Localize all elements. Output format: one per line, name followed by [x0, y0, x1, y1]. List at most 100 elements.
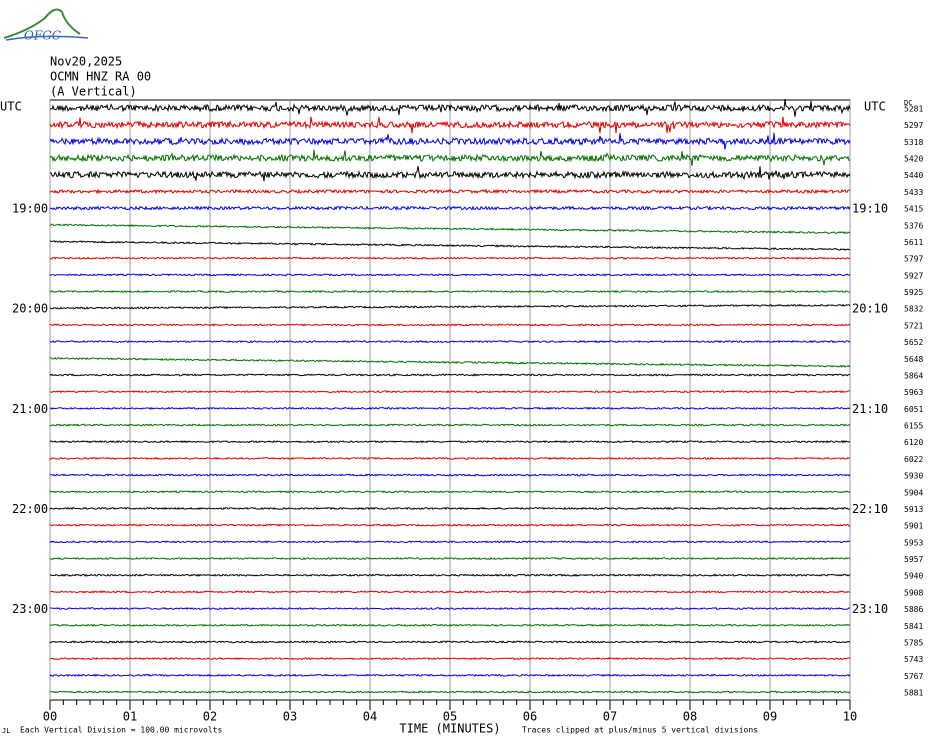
hour-label-right: 21:10: [852, 402, 888, 416]
trace: [49, 132, 851, 150]
trace: [49, 273, 851, 277]
x-tick-label: 06: [523, 710, 537, 724]
logo-text: OFGC: [24, 29, 61, 43]
trace: [50, 657, 851, 661]
trace: [49, 640, 851, 644]
hour-label-right: 23:10: [852, 602, 888, 616]
trace: [49, 188, 851, 195]
dc-value: 5797: [904, 255, 923, 264]
utc-right: UTC: [864, 100, 886, 114]
trace: [49, 256, 851, 260]
x-axis-title: TIME (MINUTES): [399, 722, 500, 736]
trace: [49, 423, 851, 427]
trace: [49, 540, 851, 544]
dc-value: 5415: [904, 205, 923, 214]
trace: [49, 473, 851, 477]
dc-value: 6120: [904, 438, 923, 447]
trace: [49, 116, 851, 134]
trace: [49, 556, 851, 561]
hour-label-left: 21:00: [12, 402, 48, 416]
x-tick-label: 09: [763, 710, 777, 724]
trace: [49, 356, 851, 368]
x-tick-label: 00: [43, 710, 57, 724]
x-tick-label: 04: [363, 710, 377, 724]
dc-value: 5721: [904, 321, 923, 330]
utc-left: UTC: [0, 100, 22, 114]
logo-swoosh: [3, 8, 81, 39]
station: OCMN HNZ RA 00: [50, 70, 151, 84]
trace: [49, 323, 851, 327]
x-tick-label: 01: [123, 710, 137, 724]
hour-label-left: 22:00: [12, 502, 48, 516]
trace: [49, 490, 851, 494]
dc-value: 5767: [904, 672, 923, 681]
dc-value: 5376: [904, 221, 923, 230]
dc-value: 5925: [904, 288, 923, 297]
trace: [49, 506, 851, 511]
dc-value: 5901: [904, 522, 923, 531]
logo: OFGC: [3, 8, 89, 43]
trace: [49, 240, 851, 251]
trace: [49, 205, 851, 211]
dc-value: 5963: [904, 388, 923, 397]
dc-value: 5648: [904, 355, 923, 364]
division-note: Each Vertical Division = 100.00 microvol…: [20, 726, 222, 735]
dc-value: 5297: [904, 121, 923, 130]
trace: [49, 340, 851, 344]
dc-value: 5886: [904, 605, 923, 614]
dc-value: 5930: [904, 472, 923, 481]
dc-value: 5832: [904, 305, 923, 314]
trace: [49, 373, 851, 377]
dc-value: 5420: [904, 155, 923, 164]
dc-label: DC: [904, 99, 912, 107]
trace: [49, 223, 851, 235]
trace: [49, 690, 851, 694]
dc-value: 5940: [904, 572, 923, 581]
trace: [49, 303, 851, 310]
dc-value: 5908: [904, 588, 923, 597]
dc-value: 5881: [904, 689, 923, 698]
trace: [49, 573, 851, 577]
footer-mark: JL: [2, 727, 10, 735]
dc-value: 5953: [904, 538, 923, 547]
dc-value: 5841: [904, 622, 923, 631]
trace: [49, 456, 850, 461]
trace: [49, 149, 851, 166]
x-tick-label: 05: [443, 710, 457, 724]
trace: [49, 523, 851, 527]
date: Nov20,2025: [50, 55, 122, 69]
dc-value: 5433: [904, 188, 923, 197]
dc-value: 5440: [904, 171, 923, 180]
trace: [49, 390, 850, 394]
dc-value: 5785: [904, 638, 923, 647]
trace: [49, 606, 850, 611]
x-tick-label: 02: [203, 710, 217, 724]
hour-label-right: 22:10: [852, 502, 888, 516]
trace: [49, 440, 851, 444]
dc-value: 6051: [904, 405, 923, 414]
x-tick-label: 08: [683, 710, 697, 724]
x-tick-label: 07: [603, 710, 617, 724]
dc-value: 5904: [904, 488, 923, 497]
dc-value: 5957: [904, 555, 923, 564]
trace: [49, 406, 851, 410]
trace: [49, 289, 851, 294]
trace: [49, 590, 851, 594]
dc-value: 5743: [904, 655, 923, 664]
trace: [49, 166, 851, 182]
dc-value: 5611: [904, 238, 923, 247]
trace: [49, 673, 851, 678]
dc-value: 6022: [904, 455, 923, 464]
dc-value: 5652: [904, 338, 923, 347]
dc-value: 5913: [904, 505, 923, 514]
dc-value: 5927: [904, 271, 923, 280]
dc-value: 5318: [904, 138, 923, 147]
dc-value: 5281: [904, 105, 923, 114]
x-tick-label: 03: [283, 710, 297, 724]
trace: [49, 99, 851, 117]
logo-wave: [5, 35, 89, 41]
hour-label-left: 23:00: [12, 602, 48, 616]
component: (A Vertical): [50, 85, 137, 99]
